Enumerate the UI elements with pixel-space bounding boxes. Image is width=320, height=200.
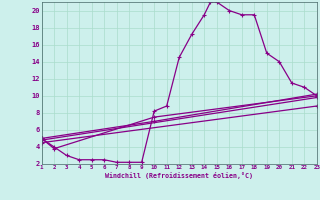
X-axis label: Windchill (Refroidissement éolien,°C): Windchill (Refroidissement éolien,°C) — [105, 172, 253, 179]
